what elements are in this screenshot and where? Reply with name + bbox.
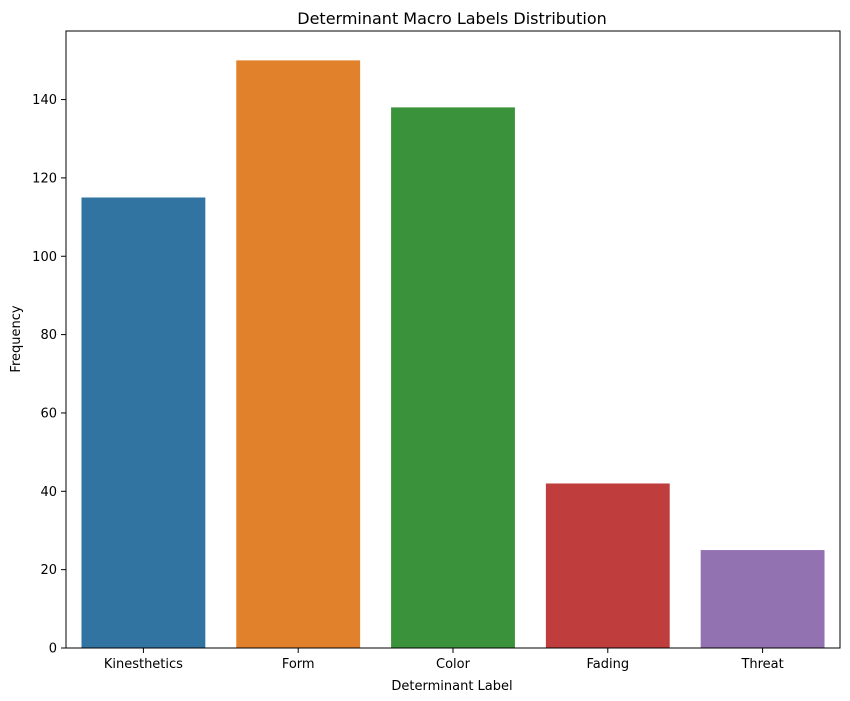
bar-form: [236, 60, 361, 648]
y-tick-label: 0: [49, 642, 57, 657]
y-tick-label: 40: [40, 485, 57, 500]
y-tick-label: 120: [32, 171, 57, 186]
bar-threat: [700, 550, 825, 648]
bar-fading: [545, 483, 670, 648]
bar-kinesthetics: [81, 197, 206, 649]
y-tick-label: 20: [40, 563, 57, 578]
plot-area: [81, 60, 825, 649]
bar-color: [391, 107, 515, 648]
x-tick-label: Color: [436, 657, 471, 672]
x-tick-label: Fading: [586, 657, 629, 672]
y-tick-label: 60: [40, 406, 57, 421]
y-tick-label: 140: [32, 93, 57, 108]
x-tick-label: Kinesthetics: [104, 657, 183, 672]
y-axis: 0 20 40 60 80 100 120 140: [32, 93, 66, 657]
y-axis-label: Frequency: [9, 305, 24, 372]
chart-title: Determinant Macro Labels Distribution: [297, 9, 607, 28]
x-tick-label: Form: [282, 657, 315, 672]
y-tick-label: 80: [40, 328, 57, 343]
x-axis-label: Determinant Label: [391, 679, 512, 694]
x-tick-label: Threat: [740, 657, 783, 672]
y-tick-label: 100: [32, 250, 57, 265]
x-axis: Kinesthetics Form Color Fading Threat: [104, 648, 784, 672]
